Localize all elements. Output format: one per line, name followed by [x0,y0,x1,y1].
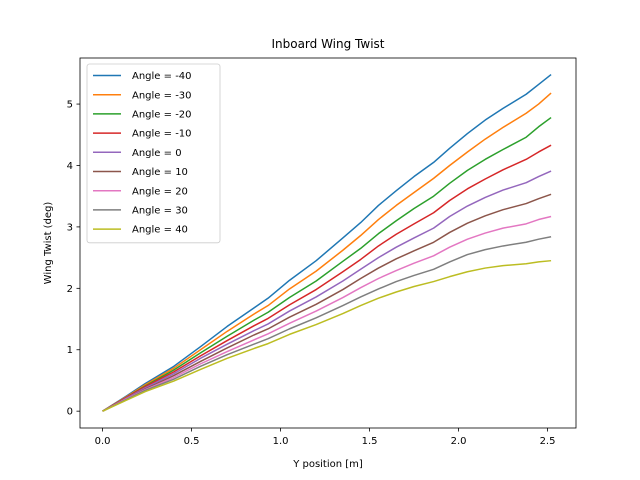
y-tick-label: 0 [67,407,73,418]
x-tick-label: 2.5 [540,436,556,447]
legend-label-6: Angle = 20 [132,186,188,197]
plot-area [79,57,577,429]
series-line-6 [102,215,552,412]
y-axis-ticks: 0 1 2 3 4 5 [67,100,80,418]
legend-label-4: Angle = 0 [132,148,182,159]
y-tick-label: 1 [67,345,73,356]
y-axis-label: Wing Twist (deg) [43,202,54,285]
x-tick-label: 0.0 [95,436,111,447]
x-axis-label: Y position [m] [292,459,363,470]
legend-label-2: Angle = -20 [132,110,192,121]
series-line-1 [102,92,552,412]
x-tick-label: 1.5 [362,436,378,447]
x-axis-ticks: 0.0 0.5 1.0 1.5 2.0 2.5 [95,428,556,447]
x-tick-label: 2.0 [451,436,467,447]
x-tick-label: 1.0 [273,436,289,447]
legend-label-7: Angle = 30 [132,206,188,217]
series-line-5 [102,193,552,412]
legend: Angle = -40 Angle = -30 Angle = -20 Angle =… [86,63,221,244]
y-tick-label: 3 [67,222,73,233]
x-tick-label: 0.5 [184,436,200,447]
series-line-8 [102,259,552,412]
plot-frame [79,57,577,429]
chart-title: Inboard Wing Twist [271,37,384,51]
legend-box [86,63,221,244]
y-tick-label: 4 [67,161,73,172]
series-line-7 [102,236,552,412]
series-line-2 [102,116,552,412]
legend-label-3: Angle = -10 [132,129,192,140]
legend-label-1: Angle = -30 [132,90,192,101]
y-tick-label: 2 [67,284,73,295]
y-tick-label: 5 [67,100,73,111]
series-line-3 [102,144,552,412]
series-line-0 [102,73,552,412]
series-line-4 [102,170,552,412]
legend-label-8: Angle = 40 [132,225,188,236]
series-layer [102,73,552,412]
legend-label-5: Angle = 10 [132,167,188,178]
legend-label-0: Angle = -40 [132,71,192,82]
